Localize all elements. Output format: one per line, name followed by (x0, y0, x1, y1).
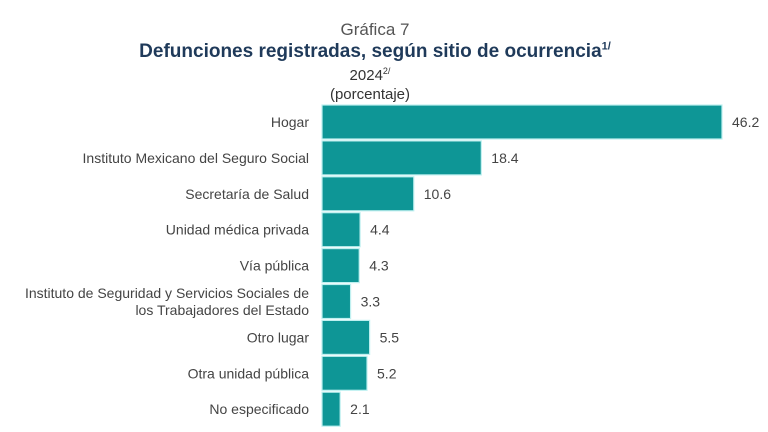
year-footnote: 2/ (382, 66, 391, 76)
category-label-line: Otro lugar (247, 329, 310, 345)
category-label: Otra unidad pública (188, 365, 310, 381)
category-label-line: Instituto de Seguridad y Servicios Socia… (25, 285, 309, 301)
value-label: 4.4 (370, 222, 390, 238)
category-label: No especificado (209, 401, 309, 417)
value-label: 18.4 (491, 150, 518, 166)
bar (321, 391, 341, 427)
category-label-line: Instituto Mexicano del Seguro Social (83, 150, 309, 166)
bar (321, 355, 368, 391)
category-label: Instituto Mexicano del Seguro Social (83, 150, 309, 166)
value-label: 5.2 (377, 365, 397, 381)
chart-unit: (porcentaje) (329, 86, 411, 103)
bar (321, 248, 360, 284)
category-label-line: Vía pública (240, 258, 309, 274)
category-label: Vía pública (240, 258, 309, 274)
value-label: 5.5 (380, 329, 400, 345)
category-label: Hogar (271, 114, 309, 130)
bar (321, 176, 415, 212)
value-label: 2.1 (350, 401, 370, 417)
category-label: Otro lugar (247, 329, 310, 345)
category-label-line: Hogar (271, 114, 309, 130)
category-label-line: los Trabajadores del Estado (135, 302, 309, 318)
bar (321, 140, 482, 176)
value-label: 3.3 (361, 294, 381, 310)
chart-title: Defunciones registradas, según sitio de … (0, 41, 750, 63)
category-label-line: Unidad médica privada (166, 222, 309, 238)
bar (321, 319, 371, 355)
category-label-line: Secretaría de Salud (185, 186, 309, 202)
title-footnote: 1/ (601, 40, 611, 53)
bar (321, 212, 361, 248)
chart-year-text: 2024 (349, 67, 383, 84)
category-label-line: No especificado (209, 401, 309, 417)
bar (321, 104, 723, 140)
value-label: 46.2 (732, 114, 759, 130)
chart-number: Gráfica 7 (340, 20, 410, 39)
value-label: 10.6 (424, 186, 451, 202)
chart-title-text: Defunciones registradas, según sitio de … (139, 41, 602, 62)
chart-year: 20242/ (0, 66, 740, 85)
category-label: Secretaría de Salud (185, 186, 309, 202)
category-label-line: Otra unidad pública (188, 365, 310, 381)
category-label: Instituto de Seguridad y Servicios Socia… (25, 285, 309, 318)
value-label: 4.3 (369, 258, 389, 274)
category-label: Unidad médica privada (166, 222, 309, 238)
bar (321, 283, 352, 320)
